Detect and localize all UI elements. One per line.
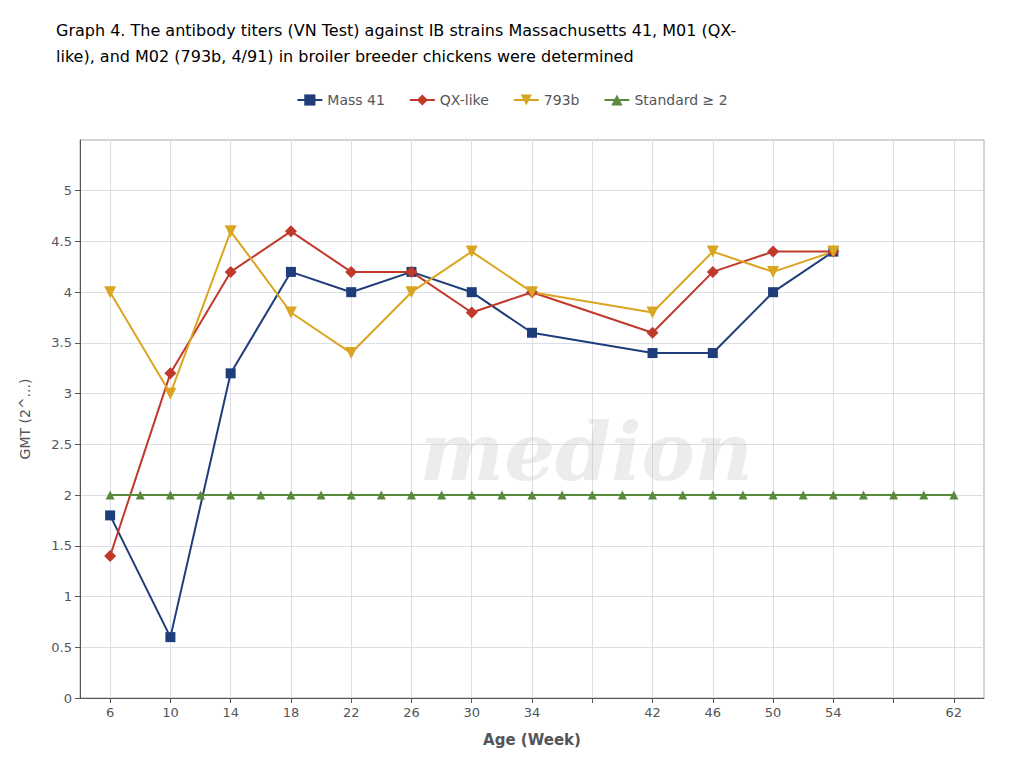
svg-text:0.5: 0.5	[51, 640, 72, 655]
svg-text:22: 22	[343, 705, 360, 720]
svg-text:54: 54	[825, 705, 842, 720]
svg-text:50: 50	[765, 705, 782, 720]
svg-text:medion: medion	[420, 405, 753, 499]
svg-text:like), and M02 (793b, 4/91) in: like), and M02 (793b, 4/91) in broiler b…	[56, 47, 634, 66]
svg-text:3.5: 3.5	[51, 335, 72, 350]
svg-text:2.5: 2.5	[51, 437, 72, 452]
svg-text:4: 4	[64, 285, 72, 300]
svg-text:Standard ≥ 2: Standard ≥ 2	[634, 92, 727, 108]
svg-text:18: 18	[283, 705, 300, 720]
svg-text:Age (Week): Age (Week)	[483, 731, 581, 749]
svg-text:3: 3	[64, 386, 72, 401]
svg-text:GMT (2^...): GMT (2^...)	[17, 379, 33, 460]
svg-text:42: 42	[644, 705, 661, 720]
svg-text:26: 26	[403, 705, 420, 720]
svg-text:10: 10	[162, 705, 179, 720]
svg-text:30: 30	[463, 705, 480, 720]
svg-text:1: 1	[64, 589, 72, 604]
svg-text:Graph 4. The antibody titers (: Graph 4. The antibody titers (VN Test) a…	[56, 21, 736, 40]
svg-text:14: 14	[222, 705, 239, 720]
svg-text:5: 5	[64, 183, 72, 198]
svg-text:62: 62	[946, 705, 963, 720]
svg-text:4.5: 4.5	[51, 234, 72, 249]
svg-text:46: 46	[705, 705, 722, 720]
svg-text:793b: 793b	[544, 92, 580, 108]
svg-text:2: 2	[64, 488, 72, 503]
svg-text:0: 0	[64, 691, 72, 706]
svg-text:1.5: 1.5	[51, 538, 72, 553]
svg-text:QX-like: QX-like	[440, 92, 489, 108]
svg-text:34: 34	[524, 705, 541, 720]
svg-text:6: 6	[106, 705, 114, 720]
svg-text:Mass 41: Mass 41	[327, 92, 385, 108]
